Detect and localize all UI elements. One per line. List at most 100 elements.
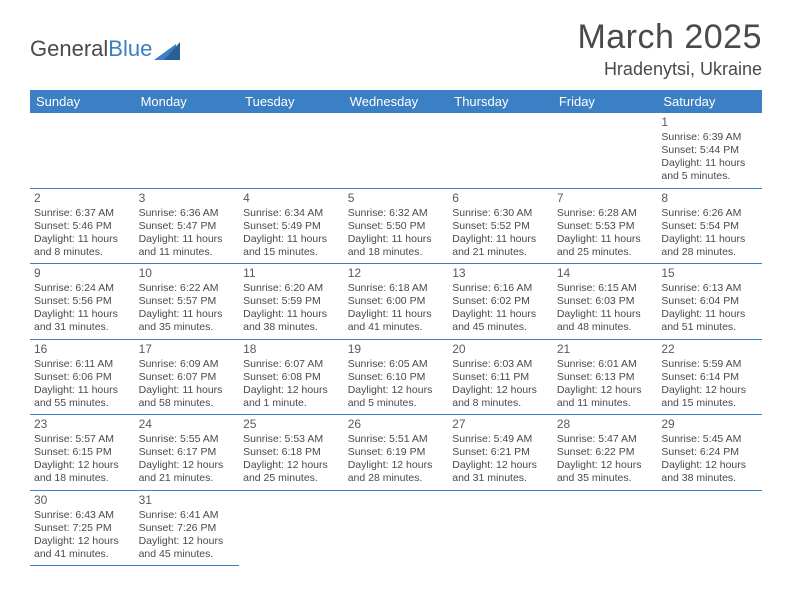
day-number: 28	[557, 417, 654, 432]
calendar-table: Sunday Monday Tuesday Wednesday Thursday…	[30, 90, 762, 566]
calendar-cell: 28Sunrise: 5:47 AMSunset: 6:22 PMDayligh…	[553, 415, 658, 491]
weekday-header: Thursday	[448, 90, 553, 113]
daylight-text: Daylight: 11 hours and 5 minutes.	[661, 157, 758, 183]
sunset-text: Sunset: 5:57 PM	[139, 295, 236, 308]
calendar-cell: 25Sunrise: 5:53 AMSunset: 6:18 PMDayligh…	[239, 415, 344, 491]
sunrise-text: Sunrise: 6:18 AM	[348, 282, 445, 295]
day-number: 18	[243, 342, 340, 357]
calendar-cell	[239, 490, 344, 566]
calendar-cell	[30, 113, 135, 188]
calendar-cell: 1Sunrise: 6:39 AMSunset: 5:44 PMDaylight…	[657, 113, 762, 188]
sunset-text: Sunset: 6:17 PM	[139, 446, 236, 459]
day-number: 16	[34, 342, 131, 357]
sunrise-text: Sunrise: 6:41 AM	[139, 509, 236, 522]
weekday-header-row: Sunday Monday Tuesday Wednesday Thursday…	[30, 90, 762, 113]
day-number: 13	[452, 266, 549, 281]
daylight-text: Daylight: 12 hours and 28 minutes.	[348, 459, 445, 485]
calendar-cell: 15Sunrise: 6:13 AMSunset: 6:04 PMDayligh…	[657, 264, 762, 340]
daylight-text: Daylight: 11 hours and 28 minutes.	[661, 233, 758, 259]
sunset-text: Sunset: 5:53 PM	[557, 220, 654, 233]
calendar-cell: 12Sunrise: 6:18 AMSunset: 6:00 PMDayligh…	[344, 264, 449, 340]
calendar-cell: 18Sunrise: 6:07 AMSunset: 6:08 PMDayligh…	[239, 339, 344, 415]
day-number: 1	[661, 115, 758, 130]
day-number: 23	[34, 417, 131, 432]
sunset-text: Sunset: 5:47 PM	[139, 220, 236, 233]
calendar-cell	[657, 490, 762, 566]
daylight-text: Daylight: 12 hours and 45 minutes.	[139, 535, 236, 561]
day-number: 11	[243, 266, 340, 281]
calendar-cell: 14Sunrise: 6:15 AMSunset: 6:03 PMDayligh…	[553, 264, 658, 340]
sunset-text: Sunset: 6:11 PM	[452, 371, 549, 384]
sunset-text: Sunset: 6:19 PM	[348, 446, 445, 459]
sunrise-text: Sunrise: 6:05 AM	[348, 358, 445, 371]
calendar-cell: 7Sunrise: 6:28 AMSunset: 5:53 PMDaylight…	[553, 188, 658, 264]
day-number: 14	[557, 266, 654, 281]
sunrise-text: Sunrise: 6:07 AM	[243, 358, 340, 371]
calendar-cell: 9Sunrise: 6:24 AMSunset: 5:56 PMDaylight…	[30, 264, 135, 340]
daylight-text: Daylight: 12 hours and 25 minutes.	[243, 459, 340, 485]
calendar-cell	[239, 113, 344, 188]
day-number: 31	[139, 493, 236, 508]
sunset-text: Sunset: 5:50 PM	[348, 220, 445, 233]
daylight-text: Daylight: 11 hours and 15 minutes.	[243, 233, 340, 259]
calendar-cell: 4Sunrise: 6:34 AMSunset: 5:49 PMDaylight…	[239, 188, 344, 264]
calendar-cell	[553, 490, 658, 566]
sunrise-text: Sunrise: 6:11 AM	[34, 358, 131, 371]
sunrise-text: Sunrise: 6:24 AM	[34, 282, 131, 295]
calendar-cell: 5Sunrise: 6:32 AMSunset: 5:50 PMDaylight…	[344, 188, 449, 264]
sunrise-text: Sunrise: 6:03 AM	[452, 358, 549, 371]
day-number: 10	[139, 266, 236, 281]
sunrise-text: Sunrise: 6:16 AM	[452, 282, 549, 295]
day-number: 24	[139, 417, 236, 432]
title-block: March 2025 Hradenytsi, Ukraine	[577, 18, 762, 80]
calendar-cell: 29Sunrise: 5:45 AMSunset: 6:24 PMDayligh…	[657, 415, 762, 491]
day-number: 5	[348, 191, 445, 206]
sunrise-text: Sunrise: 5:53 AM	[243, 433, 340, 446]
calendar-row: 23Sunrise: 5:57 AMSunset: 6:15 PMDayligh…	[30, 415, 762, 491]
sunset-text: Sunset: 5:46 PM	[34, 220, 131, 233]
calendar-cell: 24Sunrise: 5:55 AMSunset: 6:17 PMDayligh…	[135, 415, 240, 491]
header: GeneralBlue March 2025 Hradenytsi, Ukrai…	[30, 18, 762, 80]
daylight-text: Daylight: 11 hours and 35 minutes.	[139, 308, 236, 334]
sunrise-text: Sunrise: 6:22 AM	[139, 282, 236, 295]
daylight-text: Daylight: 11 hours and 21 minutes.	[452, 233, 549, 259]
calendar-cell: 16Sunrise: 6:11 AMSunset: 6:06 PMDayligh…	[30, 339, 135, 415]
sunset-text: Sunset: 5:59 PM	[243, 295, 340, 308]
daylight-text: Daylight: 12 hours and 35 minutes.	[557, 459, 654, 485]
calendar-cell	[553, 113, 658, 188]
sunset-text: Sunset: 6:18 PM	[243, 446, 340, 459]
calendar-cell: 17Sunrise: 6:09 AMSunset: 6:07 PMDayligh…	[135, 339, 240, 415]
sunrise-text: Sunrise: 6:43 AM	[34, 509, 131, 522]
sunset-text: Sunset: 7:25 PM	[34, 522, 131, 535]
calendar-row: 1Sunrise: 6:39 AMSunset: 5:44 PMDaylight…	[30, 113, 762, 188]
sunset-text: Sunset: 5:54 PM	[661, 220, 758, 233]
weekday-header: Saturday	[657, 90, 762, 113]
sunrise-text: Sunrise: 6:15 AM	[557, 282, 654, 295]
calendar-cell: 20Sunrise: 6:03 AMSunset: 6:11 PMDayligh…	[448, 339, 553, 415]
day-number: 12	[348, 266, 445, 281]
day-number: 22	[661, 342, 758, 357]
sunrise-text: Sunrise: 5:55 AM	[139, 433, 236, 446]
sunset-text: Sunset: 5:49 PM	[243, 220, 340, 233]
day-number: 19	[348, 342, 445, 357]
daylight-text: Daylight: 12 hours and 31 minutes.	[452, 459, 549, 485]
daylight-text: Daylight: 11 hours and 48 minutes.	[557, 308, 654, 334]
sunrise-text: Sunrise: 5:45 AM	[661, 433, 758, 446]
brand-logo: GeneralBlue	[30, 18, 180, 62]
sunset-text: Sunset: 6:08 PM	[243, 371, 340, 384]
sunrise-text: Sunrise: 5:47 AM	[557, 433, 654, 446]
sunrise-text: Sunrise: 6:28 AM	[557, 207, 654, 220]
calendar-cell	[135, 113, 240, 188]
daylight-text: Daylight: 12 hours and 18 minutes.	[34, 459, 131, 485]
sunset-text: Sunset: 5:52 PM	[452, 220, 549, 233]
calendar-cell	[448, 113, 553, 188]
calendar-row: 30Sunrise: 6:43 AMSunset: 7:25 PMDayligh…	[30, 490, 762, 566]
calendar-cell: 27Sunrise: 5:49 AMSunset: 6:21 PMDayligh…	[448, 415, 553, 491]
calendar-cell: 6Sunrise: 6:30 AMSunset: 5:52 PMDaylight…	[448, 188, 553, 264]
calendar-cell	[344, 113, 449, 188]
sunset-text: Sunset: 6:03 PM	[557, 295, 654, 308]
calendar-cell: 13Sunrise: 6:16 AMSunset: 6:02 PMDayligh…	[448, 264, 553, 340]
sunset-text: Sunset: 6:04 PM	[661, 295, 758, 308]
daylight-text: Daylight: 12 hours and 8 minutes.	[452, 384, 549, 410]
sail-icon	[154, 40, 180, 58]
